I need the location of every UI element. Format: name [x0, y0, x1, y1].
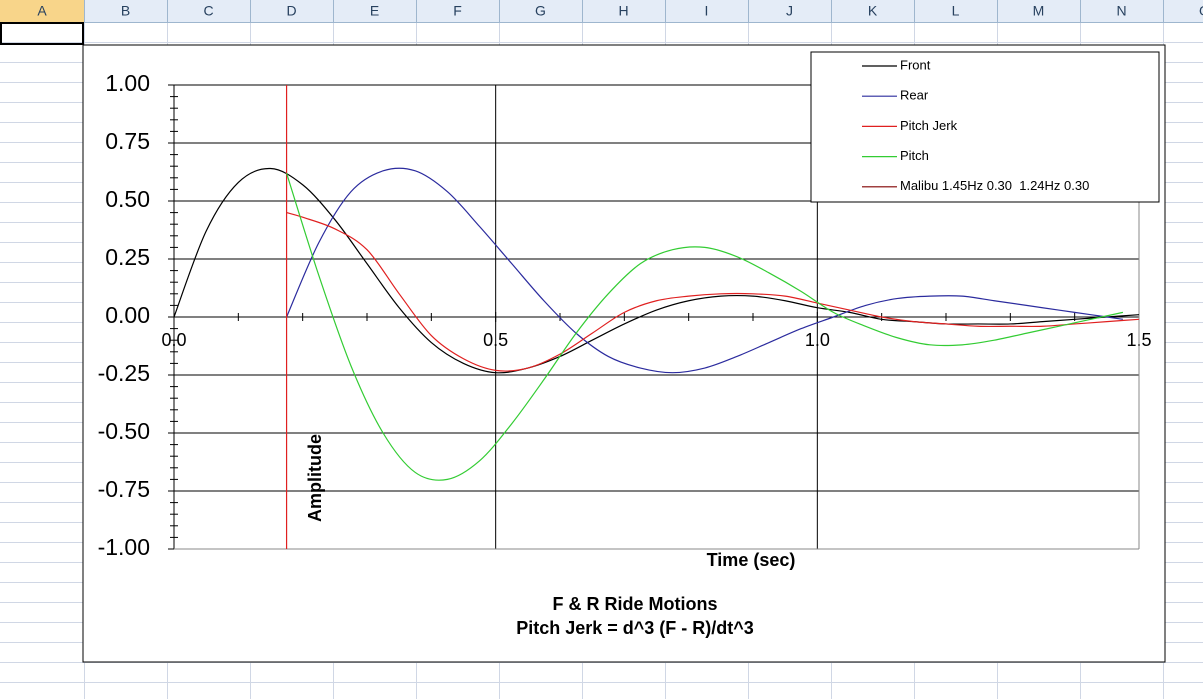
series-line — [286, 167, 1124, 374]
column-header: B — [121, 3, 130, 19]
column-header: F — [453, 3, 462, 19]
column-header: M — [1033, 3, 1045, 19]
series-line — [285, 85, 1139, 549]
chart-subtitle: Pitch Jerk = d^3 (F - R)/dt^3 — [516, 618, 754, 638]
column-header: J — [786, 3, 793, 19]
y-axis-label: Amplitude — [305, 434, 325, 522]
column-header: I — [705, 3, 709, 19]
y-tick-label: -0.25 — [98, 360, 150, 386]
column-header: L — [952, 3, 960, 19]
x-tick-label: 0.5 — [483, 330, 508, 350]
y-tick-label: 0.00 — [105, 302, 150, 328]
y-tick-label: -0.50 — [98, 418, 150, 444]
selected-cell — [0, 22, 84, 45]
legend: Front Rear Pitch Jerk Pitch Malibu 1.45Hz 0.… — [810, 51, 1160, 203]
column-header-bar — [0, 0, 1203, 22]
column-header: C — [203, 3, 213, 19]
x-axis-label: Time (sec) — [707, 550, 796, 570]
chart-title: F & R Ride Motions — [553, 594, 718, 614]
column-header: G — [535, 3, 546, 19]
y-tick-label: -1.00 — [98, 534, 150, 560]
plot-area: -1.00-0.75-0.50-0.250.000.250.500.751.00… — [98, 51, 1160, 560]
active-column-header — [0, 0, 84, 22]
y-tick-label: 0.50 — [105, 186, 150, 212]
y-tick-label: 1.00 — [105, 70, 150, 96]
legend-label: Malibu 1.45Hz 0.30 1.24Hz 0.30 — [900, 178, 1089, 193]
column-header: E — [370, 3, 379, 19]
column-header: N — [1116, 3, 1126, 19]
x-tick-label: 1.0 — [805, 330, 830, 350]
legend-label: Pitch Jerk — [900, 118, 958, 133]
y-tick-label: -0.75 — [98, 476, 150, 502]
y-tick-label: 0.75 — [105, 128, 150, 154]
series-line — [174, 167, 1139, 374]
y-tick-label: 0.25 — [105, 244, 150, 270]
legend-label: Pitch — [900, 148, 929, 163]
legend-label: Rear — [900, 88, 929, 103]
legend-label: Front — [900, 57, 931, 72]
column-header: O — [1199, 3, 1203, 19]
column-header: A — [37, 3, 47, 19]
column-header: H — [618, 3, 628, 19]
column-header: D — [286, 3, 296, 19]
column-header: K — [868, 3, 878, 19]
series-line — [286, 172, 1124, 481]
